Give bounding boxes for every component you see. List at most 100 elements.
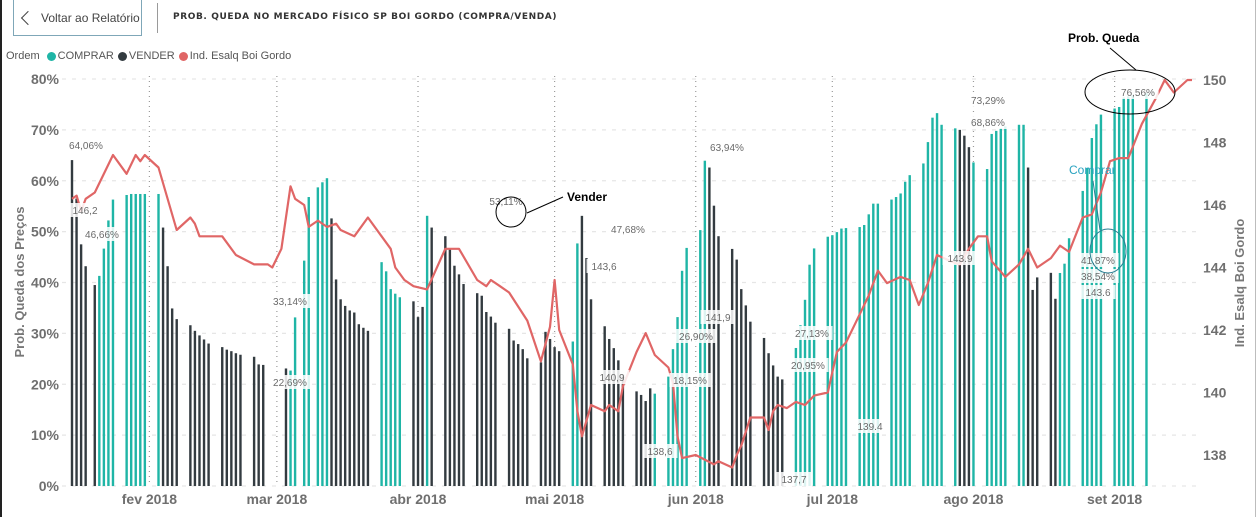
bar-comprar bbox=[972, 162, 975, 486]
y-tick-label: 50% bbox=[31, 224, 60, 240]
bar-comprar bbox=[653, 393, 656, 486]
legend-item-comprar[interactable]: COMPRAR bbox=[46, 50, 114, 62]
chart-legend: Ordem COMPRAR VENDER Ind. Esalq Boi Gord… bbox=[6, 50, 295, 62]
bar-vender bbox=[339, 299, 342, 486]
data-label: 27,13% bbox=[795, 329, 829, 340]
data-label: 22,69% bbox=[273, 378, 307, 389]
bar-vender bbox=[207, 343, 210, 486]
bar-comprar bbox=[129, 193, 133, 487]
bar-vender bbox=[421, 306, 424, 486]
bar-vender bbox=[170, 308, 174, 486]
x-tick-label: jun 2018 bbox=[667, 491, 724, 507]
data-label-bg bbox=[1117, 85, 1159, 99]
data-label-bg bbox=[942, 251, 978, 265]
bar-comprar bbox=[1117, 106, 1121, 486]
bar-comprar bbox=[940, 124, 943, 486]
bar-comprar bbox=[844, 228, 848, 486]
bar-comprar bbox=[389, 289, 392, 486]
x-tick-label: jul 2018 bbox=[806, 491, 859, 507]
bar-vender bbox=[234, 353, 238, 486]
bar-vender bbox=[448, 248, 452, 486]
bar-vender bbox=[612, 348, 615, 486]
data-label-bg bbox=[1080, 285, 1116, 299]
bar-vender bbox=[221, 347, 224, 486]
window-left-border bbox=[0, 0, 2, 517]
bar-vender bbox=[348, 310, 351, 486]
legend-label-esalq: Ind. Esalq Boi Gordo bbox=[189, 50, 292, 62]
bar-vender bbox=[161, 227, 165, 486]
bar-vender bbox=[712, 205, 716, 486]
data-label: 33,14% bbox=[273, 297, 307, 308]
bar-comprar bbox=[1081, 190, 1084, 487]
legend-item-vender[interactable]: VENDER bbox=[117, 50, 175, 62]
bar-comprar bbox=[289, 370, 292, 486]
x-tick-label: fev 2018 bbox=[122, 491, 177, 507]
bar-vender bbox=[717, 236, 720, 486]
bar-vender bbox=[84, 266, 87, 486]
legend-dot-vender bbox=[117, 51, 127, 61]
data-label-bg bbox=[852, 419, 888, 433]
bar-comprar bbox=[926, 142, 930, 486]
bar-comprar bbox=[139, 193, 142, 487]
bar-vender bbox=[967, 147, 971, 487]
legend-dot-comprar bbox=[46, 51, 56, 61]
bar-vender bbox=[366, 330, 370, 486]
bar-vender bbox=[284, 368, 288, 486]
bar-comprar bbox=[995, 130, 998, 486]
bar-comprar bbox=[803, 299, 807, 486]
bar-vender bbox=[730, 248, 734, 486]
annotation-vender-label: Vender bbox=[567, 190, 607, 204]
bar-comprar bbox=[1063, 263, 1066, 486]
bar-vender bbox=[79, 244, 83, 486]
bar-vender bbox=[70, 160, 74, 486]
y-tick-label: 40% bbox=[31, 275, 60, 291]
bar-comprar bbox=[321, 182, 324, 486]
bar-comprar bbox=[143, 193, 147, 487]
bar-comprar bbox=[107, 220, 110, 486]
bar-comprar bbox=[831, 235, 834, 486]
bar-vender bbox=[334, 279, 338, 486]
bar-vender bbox=[544, 331, 547, 486]
bar-comprar bbox=[571, 341, 575, 486]
bar-comprar bbox=[862, 225, 866, 487]
bar-comprar bbox=[667, 376, 670, 486]
bar-vender bbox=[539, 362, 543, 486]
legend-dot-esalq bbox=[178, 51, 188, 61]
back-to-report-button[interactable]: Voltar ao Relatório bbox=[13, 0, 142, 36]
bar-comprar bbox=[1022, 124, 1025, 486]
bar-comprar bbox=[384, 271, 388, 486]
bar-comprar bbox=[1067, 238, 1071, 486]
annotation-vender-pointer bbox=[526, 196, 564, 214]
bars bbox=[70, 93, 1148, 487]
bar-comprar bbox=[872, 203, 875, 487]
data-label: 64,06% bbox=[69, 141, 103, 152]
data-label: 68,86% bbox=[971, 118, 1005, 129]
bar-vender bbox=[489, 316, 493, 486]
back-to-report-label: Voltar ao Relatório bbox=[41, 10, 140, 25]
annotation-vender: Vender bbox=[495, 190, 607, 228]
y-axis-title: Prob. Queda dos Preços bbox=[12, 207, 27, 358]
x-tick-label: set 2018 bbox=[1087, 491, 1142, 507]
bar-vender bbox=[617, 360, 620, 486]
x-axis: fev 2018 mar 2018 abr 2018 mai 2018 jun 2018… bbox=[122, 491, 1143, 507]
annotation-comprar: Comprar bbox=[1069, 163, 1127, 274]
bar-comprar bbox=[867, 214, 870, 486]
bar-vender bbox=[444, 236, 447, 486]
bar-vender bbox=[198, 335, 201, 486]
bar-vender bbox=[526, 358, 529, 486]
data-label-bg bbox=[791, 326, 833, 340]
bar-comprar bbox=[1145, 93, 1148, 487]
bar-vender bbox=[1026, 167, 1030, 486]
bar-vender bbox=[175, 319, 178, 486]
bar-comprar bbox=[576, 243, 579, 486]
bar-comprar bbox=[293, 317, 297, 486]
bar-vender bbox=[230, 351, 233, 486]
data-label: 141,9 bbox=[705, 313, 730, 324]
data-label: 73,29% bbox=[971, 96, 1005, 107]
bar-comprar bbox=[922, 163, 925, 486]
window-right-border bbox=[1255, 0, 1256, 517]
bar-comprar bbox=[835, 232, 839, 486]
legend-item-esalq[interactable]: Ind. Esalq Boi Gordo bbox=[178, 50, 292, 62]
bar-vender bbox=[412, 301, 415, 486]
bar-vender bbox=[457, 274, 461, 486]
